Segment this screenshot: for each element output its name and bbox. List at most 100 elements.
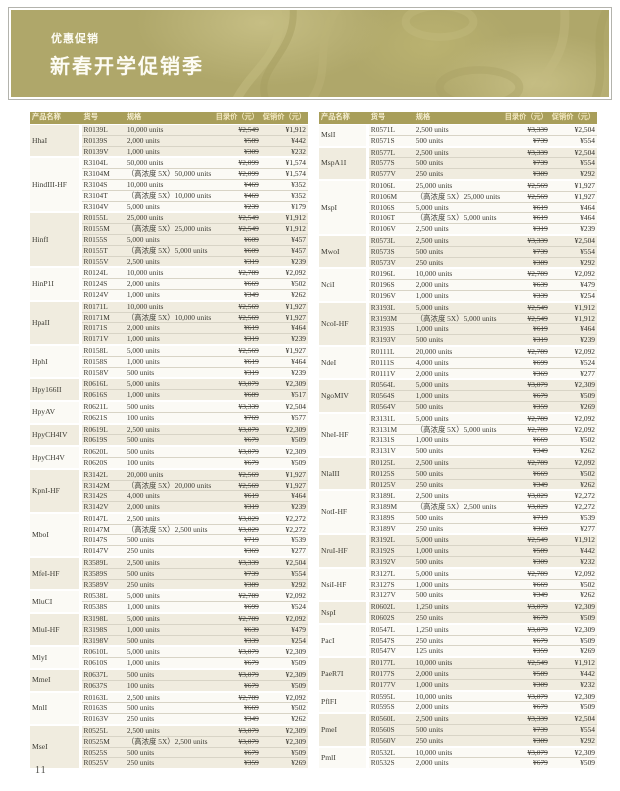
promo-price-cell: ¥502 — [549, 579, 597, 591]
list-price-cell: ¥2,789 — [213, 268, 261, 280]
sku-cell: R0106L — [368, 180, 414, 192]
sku-cell: R0577S — [368, 158, 414, 170]
table-row: R3189S 500 units ¥719 ¥539 — [319, 512, 597, 524]
table-row: HpyCH4V R0620L 500 units ¥3,079 ¥2,309 — [30, 447, 308, 470]
promo-price-cell: ¥179 — [260, 201, 308, 214]
table-row: R0155T （高浓度 5X）5,000 units ¥609 ¥457 — [30, 245, 308, 257]
promo-price-cell: ¥292 — [549, 257, 597, 270]
table-row: R3104S 10,000 units ¥469 ¥352 — [30, 179, 308, 191]
sku-cell: R0564V — [368, 401, 414, 414]
table-row: R3131M （高浓度 5X）5,000 units ¥2,789 ¥2,092 — [319, 424, 597, 436]
product-name-cell: NsiI-HF — [319, 568, 369, 603]
list-price-cell: ¥2,789 — [213, 591, 261, 603]
sku-cell: R3193V — [368, 335, 414, 347]
spec-cell: 50,000 units — [124, 158, 214, 170]
spec-cell: 10,000 units — [124, 179, 214, 191]
sku-cell: R3189S — [368, 512, 414, 524]
spec-cell: 1,000 units — [413, 546, 503, 558]
sku-cell: R0196V — [368, 290, 414, 303]
table-row: R0621S 100 units ¥769 ¥577 — [30, 412, 308, 425]
spec-cell: 20,000 units — [124, 469, 214, 481]
list-price-cell: ¥3,029 — [502, 502, 550, 513]
sku-cell: R3127L — [368, 568, 414, 580]
list-price-cell: ¥619 — [213, 356, 261, 368]
promo-price-cell: ¥509 — [260, 680, 308, 693]
list-price-cell: ¥359 — [502, 401, 550, 414]
table-row: R0564S 1,000 units ¥679 ¥509 — [319, 391, 597, 402]
sku-cell: R0196L — [368, 269, 414, 281]
list-price-cell: ¥389 — [213, 579, 261, 592]
table-row: R0564V 500 units ¥359 ¥269 — [319, 401, 597, 414]
promo-price-cell: ¥442 — [549, 546, 597, 558]
sku-cell: R3192L — [368, 535, 414, 547]
promo-price-cell: ¥2,092 — [549, 457, 597, 469]
sku-cell: R0124V — [81, 289, 125, 302]
promo-price-cell: ¥539 — [260, 535, 308, 547]
spec-cell: 5,000 units — [413, 380, 503, 392]
promo-price-cell: ¥2,309 — [260, 424, 308, 436]
promo-price-cell: ¥502 — [549, 468, 597, 480]
sku-cell: R0158L — [81, 345, 125, 357]
promo-price-cell: ¥262 — [260, 289, 308, 302]
table-row: NotI-HF R3189L 2,500 units ¥3,029 ¥2,272 — [319, 491, 597, 536]
promo-banner: 优惠促销 新春开学促销季 — [8, 7, 612, 100]
spec-cell: 125 units — [413, 646, 503, 659]
spec-cell: 2,000 units — [124, 279, 214, 290]
sku-cell: R3131M — [368, 424, 414, 436]
spec-cell: 1,000 units — [413, 391, 503, 402]
list-price-cell: ¥719 — [502, 512, 550, 524]
promo-price-cell: ¥1,574 — [260, 158, 308, 170]
table-row: NciI R0196L 10,000 units ¥2,789 ¥2,092 — [319, 269, 597, 303]
promo-price-cell: ¥277 — [260, 546, 308, 559]
table-row: NcoI-HF R3193L 5,000 units ¥2,549 ¥1,912 — [319, 302, 597, 347]
table-row: R3189V 250 units ¥369 ¥277 — [319, 523, 597, 536]
promo-price-cell: ¥1,912 — [549, 313, 597, 325]
promo-price-cell: ¥2,092 — [549, 568, 597, 580]
sku-cell: R3142L — [81, 469, 125, 481]
sku-cell: R0595L — [368, 691, 414, 703]
table-row: R0619S 500 units ¥679 ¥509 — [30, 435, 308, 448]
product-name-cell: NheI-HF — [319, 413, 369, 458]
list-price-cell: ¥679 — [213, 435, 261, 448]
promo-price-cell: ¥239 — [260, 334, 308, 346]
spec-cell: 2,500 units — [413, 125, 503, 136]
product-name-cell: MwoI — [319, 235, 369, 270]
table-row: PaeR7I R0177L 10,000 units ¥2,549 ¥1,912 — [319, 658, 597, 692]
table-row: R0573V 250 units ¥389 ¥292 — [319, 257, 597, 270]
spec-cell: 100 units — [124, 412, 214, 425]
promo-price-cell: ¥2,092 — [549, 424, 597, 436]
promo-price-cell: ¥1,912 — [260, 125, 308, 136]
sku-cell: R0610L — [81, 647, 125, 659]
promo-price-cell: ¥524 — [549, 357, 597, 369]
table-row: R0155M （高浓度 5X）25,000 units ¥2,549 ¥1,912 — [30, 224, 308, 235]
spec-cell: 5,000 units — [413, 302, 503, 314]
table-row: R0163V 250 units ¥349 ¥262 — [30, 714, 308, 727]
table-row: R0106T （高浓度 5X）5,000 units ¥619 ¥464 — [319, 213, 597, 225]
sku-cell: R0124S — [81, 279, 125, 290]
sku-cell: R0171S — [81, 323, 125, 335]
promo-price-cell: ¥277 — [549, 368, 597, 381]
promo-price-cell: ¥2,309 — [260, 736, 308, 748]
sku-cell: R0147V — [81, 546, 125, 559]
column-header: 产品名称 — [30, 112, 82, 125]
promo-price-cell: ¥2,309 — [549, 602, 597, 614]
promo-price-cell: ¥509 — [549, 613, 597, 625]
promo-price-cell: ¥2,504 — [549, 235, 597, 247]
product-name-cell: MslI — [319, 125, 369, 148]
list-price-cell: ¥589 — [213, 135, 261, 147]
product-name-cell: NcoI-HF — [319, 302, 369, 347]
spec-cell: 1,000 units — [413, 435, 503, 447]
sku-cell: R0571L — [368, 125, 414, 136]
table-row: R0177V 1,000 units ¥309 ¥232 — [319, 679, 597, 692]
promo-price-cell: ¥442 — [549, 669, 597, 680]
list-price-cell: ¥699 — [502, 357, 550, 369]
promo-price-cell: ¥502 — [260, 703, 308, 715]
list-price-cell: ¥389 — [502, 735, 550, 748]
spec-cell: 500 units — [124, 367, 214, 380]
promo-price-cell: ¥262 — [549, 479, 597, 492]
list-price-cell: ¥3,079 — [502, 602, 550, 614]
sku-cell: R0602L — [368, 602, 414, 614]
spec-cell: 2,000 units — [413, 758, 503, 771]
spec-cell: 500 units — [413, 401, 503, 414]
table-row: R3198S 1,000 units ¥639 ¥479 — [30, 624, 308, 636]
